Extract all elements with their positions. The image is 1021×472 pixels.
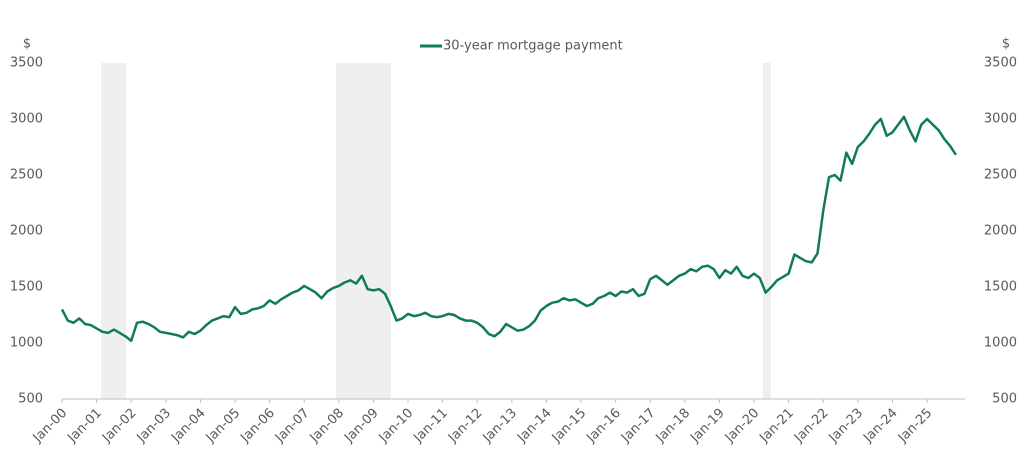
- recession-shading: [101, 63, 771, 399]
- shade: [763, 63, 771, 399]
- x-tick-label: Jan-23: [826, 406, 867, 447]
- x-tick-label: Jan-21: [756, 406, 797, 447]
- y2-tick-label: 500: [992, 392, 1017, 407]
- legend-label: 30-year mortgage payment: [443, 39, 623, 54]
- x-tick-label: Jan-12: [445, 406, 486, 447]
- x-tick-label: Jan-02: [99, 406, 140, 447]
- x-tick-label: Jan-13: [480, 406, 521, 447]
- x-tick-label: Jan-25: [895, 406, 936, 447]
- x-tick-label: Jan-04: [168, 406, 209, 447]
- y-axis-unit: $: [23, 37, 31, 52]
- x-tick-label: Jan-11: [410, 406, 451, 447]
- y2-tick-label: 2000: [984, 224, 1017, 239]
- x-tick-label: Jan-18: [653, 406, 694, 447]
- y-tick-label: 2500: [10, 168, 43, 183]
- y2-tick-label: 1000: [984, 336, 1017, 351]
- y-tick-label: 500: [18, 392, 43, 407]
- x-tick-label: Jan-09: [341, 406, 382, 447]
- y-tick-label: 1000: [10, 336, 43, 351]
- x-tick-label: Jan-22: [791, 406, 832, 447]
- y2-tick-label: 3000: [984, 112, 1017, 127]
- y-tick-label: 2000: [10, 224, 43, 239]
- y2-tick-label: 3500: [984, 56, 1017, 71]
- x-tick-label: Jan-03: [134, 406, 175, 447]
- x-tick-label: Jan-00: [30, 406, 71, 447]
- x-tick-label: Jan-20: [722, 406, 763, 447]
- y2-axis-unit: $: [1002, 37, 1010, 52]
- y2-tick-label: 2500: [984, 168, 1017, 183]
- x-tick-label: Jan-07: [272, 406, 313, 447]
- y-tick-label: 1500: [10, 280, 43, 295]
- shade: [336, 63, 391, 399]
- y-tick-label: 3000: [10, 112, 43, 127]
- x-tick-label: Jan-10: [376, 406, 417, 447]
- x-tick-label: Jan-05: [203, 406, 244, 447]
- x-tick-label: Jan-14: [514, 406, 555, 447]
- x-tick-label: Jan-06: [237, 406, 278, 447]
- shade: [101, 63, 126, 399]
- y2-tick-label: 1500: [984, 280, 1017, 295]
- x-tick-label: Jan-16: [583, 406, 624, 447]
- x-tick-label: Jan-17: [618, 406, 659, 447]
- x-tick-label: Jan-01: [64, 406, 105, 447]
- x-tick-label: Jan-24: [860, 406, 901, 447]
- y-tick-label: 3500: [10, 56, 43, 71]
- x-tick-label: Jan-15: [549, 406, 590, 447]
- x-tick-label: Jan-08: [307, 406, 348, 447]
- series-line: [60, 115, 957, 343]
- x-tick-label: Jan-19: [687, 406, 728, 447]
